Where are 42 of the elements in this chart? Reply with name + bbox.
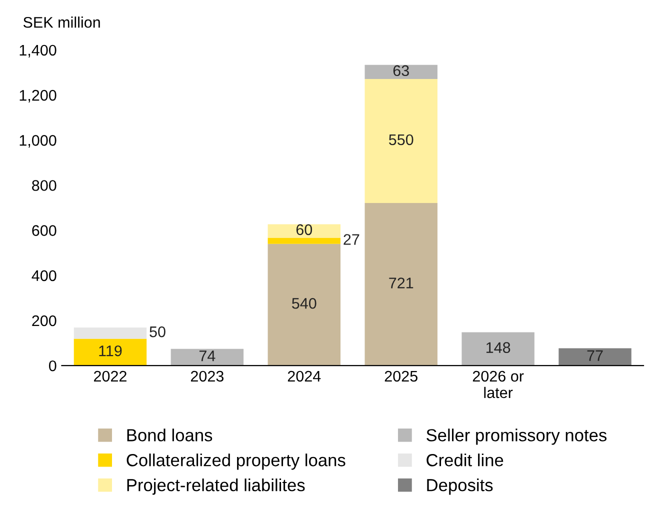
x-tick-label: 2025	[384, 370, 418, 382]
bar	[364, 79, 438, 204]
x-tick-label: 2026 or later	[472, 370, 524, 398]
data-label: 721	[389, 278, 414, 288]
bar	[268, 244, 341, 366]
data-label: 540	[292, 298, 316, 309]
bar	[268, 224, 341, 238]
y-axis-title: SEK million	[23, 16, 100, 28]
y-tick-label: 200	[32, 315, 56, 326]
x-tick-label: 2022	[94, 370, 126, 382]
bar	[364, 64, 438, 80]
legend-label: Collateralized property loans	[126, 454, 346, 470]
bar	[74, 327, 147, 339]
bar	[268, 238, 341, 244]
y-tick-label: 1,000	[20, 135, 56, 148]
legend-label: Bond loans	[127, 428, 212, 442]
bar	[558, 348, 632, 366]
data-label: 63	[393, 65, 409, 76]
legend-label: Credit line	[426, 454, 504, 466]
bar	[462, 332, 534, 366]
data-label: 74	[199, 350, 216, 362]
y-tick-label: 1,400	[20, 44, 56, 58]
data-label: 550	[388, 134, 414, 146]
y-tick-label: 400	[32, 270, 56, 282]
bar	[74, 338, 147, 366]
legend-label: Seller promissory notes	[426, 428, 607, 445]
y-tick-label: 0	[48, 360, 56, 372]
data-label: 148	[486, 342, 510, 353]
legend-label: Project-related liabilites	[127, 478, 305, 495]
bar	[170, 348, 244, 366]
bar	[364, 203, 438, 366]
legend-label: Deposits	[427, 478, 493, 495]
data-label: 27	[344, 234, 360, 245]
y-tick-label: 800	[32, 180, 56, 191]
y-tick-label: 600	[32, 225, 56, 236]
data-label: 60	[296, 224, 312, 236]
data-label: 119	[99, 345, 122, 356]
y-tick-label: 1,200	[20, 90, 56, 103]
data-label: 77	[587, 350, 603, 361]
x-tick-label: 2023	[190, 370, 224, 382]
x-tick-label: 2024	[288, 370, 321, 382]
data-label: 50	[150, 326, 166, 338]
